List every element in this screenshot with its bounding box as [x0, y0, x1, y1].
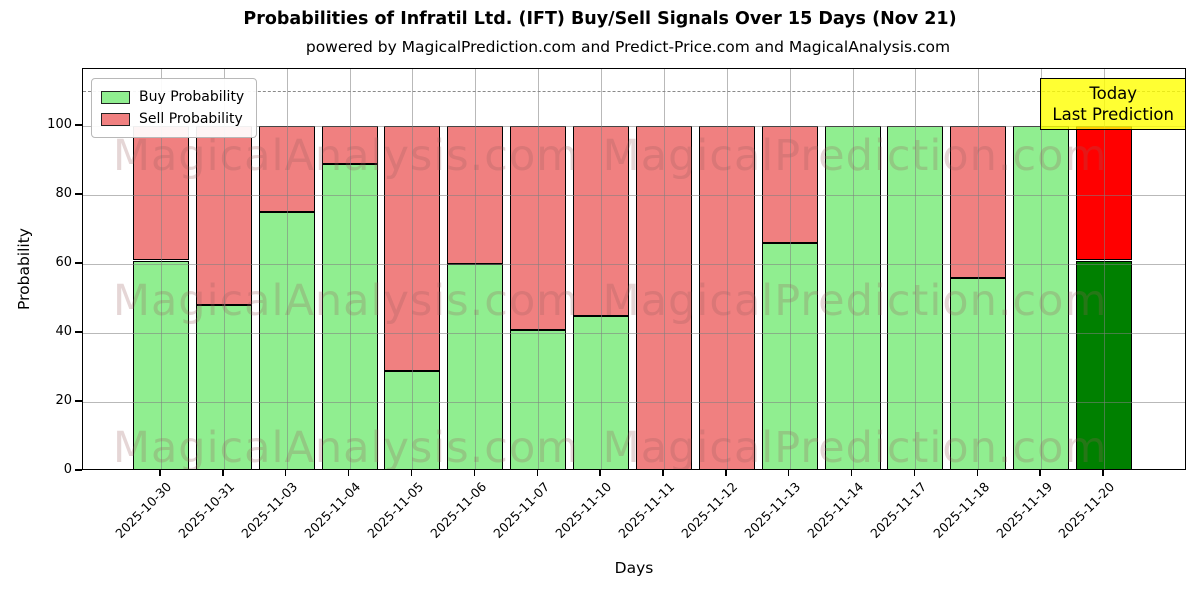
- x-tick-mark: [347, 470, 350, 476]
- annotation-line-1: Today: [1089, 84, 1138, 103]
- x-tick-label: 2025-11-03: [238, 479, 301, 541]
- v-gridline: [286, 69, 288, 469]
- x-tick-mark: [1102, 470, 1104, 476]
- x-tick-mark: [285, 470, 287, 476]
- v-gridline: [349, 69, 351, 469]
- v-gridline: [726, 69, 728, 469]
- watermark-layer: MagicalAnalysis.com MagicalPrediction.com…: [83, 69, 1185, 469]
- y-tick-mark: [75, 124, 82, 126]
- x-tick-label: 2025-11-07: [489, 479, 552, 541]
- buy-probability-swatch: [101, 90, 130, 104]
- v-gridline: [601, 69, 603, 469]
- reference-dashed-line: [83, 91, 1185, 93]
- x-tick-mark: [536, 470, 538, 476]
- x-tick-mark: [473, 470, 476, 476]
- watermark-text: MagicalPrediction.com: [602, 131, 1108, 181]
- y-tick-mark: [75, 262, 82, 264]
- legend-item-buy: Buy Probability: [101, 86, 244, 108]
- x-tick-mark: [662, 470, 664, 476]
- y-tick-mark: [75, 400, 82, 402]
- v-gridline: [1104, 69, 1106, 469]
- v-gridline: [223, 69, 225, 469]
- v-gridline: [915, 69, 917, 469]
- x-tick-mark: [410, 470, 413, 476]
- watermark-text: MagicalAnalysis.com: [112, 276, 580, 326]
- v-gridline: [161, 69, 162, 469]
- y-tick-label: 0: [63, 462, 72, 477]
- v-gridline: [789, 69, 791, 469]
- x-tick-mark: [159, 470, 161, 476]
- x-tick-label: 2025-11-20: [1055, 479, 1118, 541]
- v-gridline: [475, 69, 477, 469]
- plot-area: MagicalAnalysis.com MagicalPrediction.com…: [82, 68, 1186, 470]
- y-tick-label: 60: [55, 254, 72, 270]
- legend-label-buy: Buy Probability: [139, 89, 245, 105]
- y-tick-label: 80: [55, 185, 72, 201]
- x-tick-mark: [599, 470, 601, 476]
- legend: Buy Probability Sell Probability: [91, 78, 258, 138]
- x-tick-mark: [788, 470, 790, 476]
- x-tick-mark: [1039, 470, 1041, 476]
- watermark-text: MagicalAnalysis.com: [112, 423, 580, 470]
- x-tick-mark: [976, 470, 978, 476]
- y-tick-label: 20: [55, 392, 72, 408]
- h-gridline: [83, 401, 1185, 403]
- x-tick-label: 2025-11-14: [804, 479, 867, 541]
- x-tick-label: 2025-10-30: [112, 479, 175, 541]
- x-tick-label: 2025-10-31: [175, 479, 238, 541]
- x-tick-label: 2025-11-18: [929, 479, 992, 541]
- chart-title: Probabilities of Infratil Ltd. (IFT) Buy…: [243, 9, 957, 29]
- legend-label-sell: Sell Probability: [139, 111, 243, 127]
- h-gridline: [83, 194, 1185, 196]
- h-gridline: [83, 263, 1185, 265]
- x-tick-label: 2025-11-12: [678, 479, 741, 541]
- x-tick-mark: [725, 470, 727, 476]
- v-gridline: [663, 69, 665, 469]
- h-gridline: [83, 332, 1185, 334]
- x-tick-label: 2025-11-11: [615, 479, 678, 541]
- x-tick-mark: [222, 470, 224, 476]
- chart-subtitle: powered by MagicalPrediction.com and Pre…: [305, 38, 951, 56]
- y-tick-label: 100: [47, 116, 72, 132]
- x-tick-label: 2025-11-13: [741, 479, 804, 541]
- y-tick-mark: [75, 469, 82, 471]
- v-gridline: [978, 69, 980, 469]
- x-tick-label: 2025-11-04: [301, 479, 364, 541]
- x-tick-mark: [850, 470, 853, 476]
- v-gridline: [1041, 69, 1043, 469]
- y-tick-mark: [75, 193, 82, 195]
- today-annotation: Today Last Prediction: [1040, 78, 1185, 130]
- x-tick-label: 2025-11-05: [364, 479, 427, 541]
- y-tick-mark: [75, 331, 82, 333]
- annotation-line-2: Last Prediction: [1052, 105, 1174, 124]
- x-tick-mark: [913, 470, 916, 476]
- legend-item-sell: Sell Probability: [101, 108, 244, 130]
- h-gridline: [83, 125, 1185, 127]
- grid-layer: [83, 69, 1185, 469]
- watermark-text: MagicalPrediction.com: [602, 423, 1108, 470]
- x-tick-label: 2025-11-19: [992, 479, 1055, 541]
- x-tick-label: 2025-11-17: [867, 479, 930, 541]
- v-gridline: [412, 69, 414, 469]
- sell-probability-swatch: [101, 112, 130, 126]
- y-tick-label: 40: [55, 323, 72, 339]
- x-axis-label: Days: [614, 559, 654, 577]
- v-gridline: [538, 69, 540, 469]
- x-tick-label: 2025-11-06: [426, 479, 489, 541]
- v-gridline: [852, 69, 854, 469]
- watermark-text: MagicalAnalysis.com: [112, 131, 580, 181]
- x-tick-label: 2025-11-10: [552, 479, 615, 541]
- watermark-text: MagicalPrediction.com: [602, 276, 1108, 326]
